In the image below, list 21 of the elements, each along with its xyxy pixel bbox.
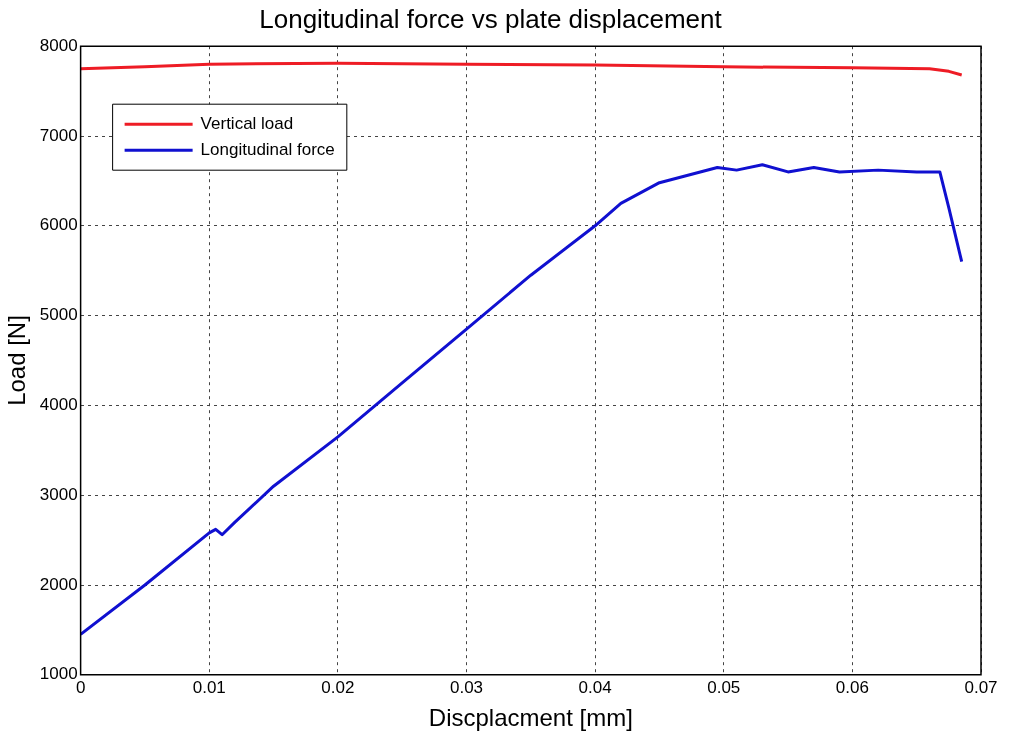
y-tick-label: 5000: [39, 305, 78, 325]
y-tick-label: 2000: [39, 574, 78, 594]
x-tick-label: 0.05: [707, 677, 741, 697]
y-tick-label: 8000: [39, 35, 78, 55]
x-tick-label: 0: [75, 677, 86, 697]
y-tick-label: 4000: [39, 395, 78, 415]
x-tick-label: 0.02: [321, 677, 355, 697]
legend-label: Vertical load: [200, 113, 294, 133]
y-tick-label: 7000: [39, 125, 78, 145]
x-tick-label: 0.07: [964, 677, 998, 697]
y-tick-label: 3000: [39, 484, 78, 504]
x-tick-label: 0.04: [578, 677, 612, 697]
x-axis-title: Discplacment [mm]: [428, 704, 633, 732]
x-tick-label: 0.06: [835, 677, 869, 697]
y-tick-label: 1000: [39, 664, 78, 684]
y-axis-title: Load [N]: [3, 315, 31, 406]
x-tick-label: 0.03: [449, 677, 484, 697]
x-tick-label: 0.01: [192, 677, 226, 697]
chart-title: Longitudinal force vs plate displacement: [259, 3, 723, 34]
y-tick-label: 6000: [39, 215, 78, 235]
legend-label: Longitudinal force: [200, 139, 335, 159]
